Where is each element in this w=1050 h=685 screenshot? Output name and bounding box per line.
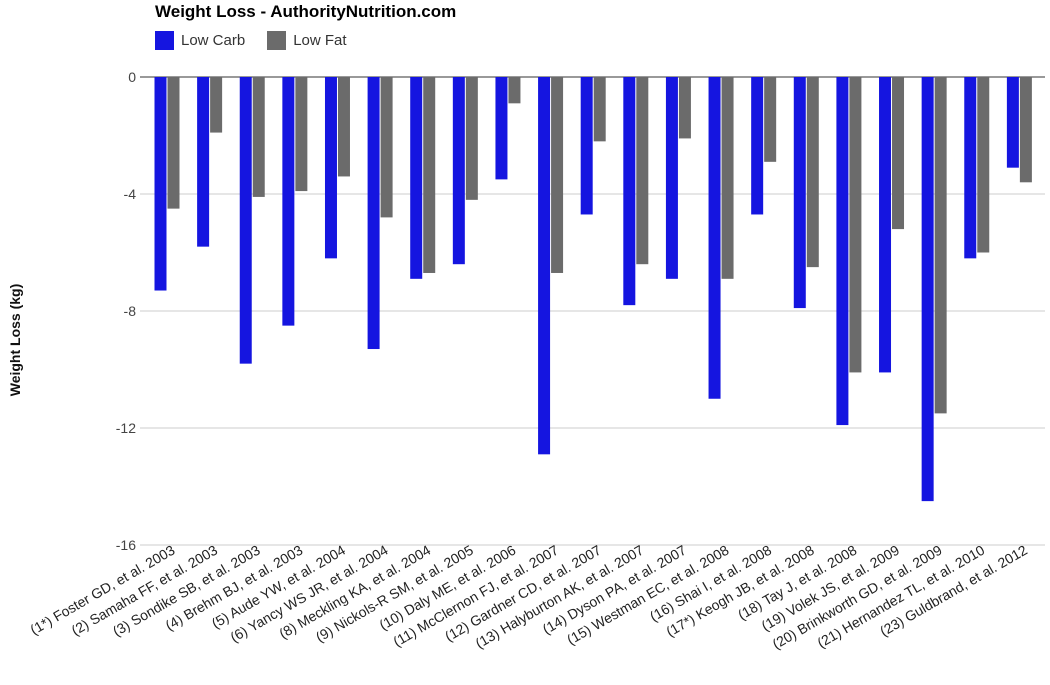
y-tick-label: -12	[116, 420, 136, 436]
bar-low-fat[interactable]	[167, 77, 180, 209]
bar-low-carb[interactable]	[1006, 77, 1019, 168]
bar-low-fat[interactable]	[252, 77, 265, 197]
bar-low-fat[interactable]	[337, 77, 350, 177]
bar-low-carb[interactable]	[324, 77, 337, 259]
bar-low-fat[interactable]	[849, 77, 862, 373]
bar-low-carb[interactable]	[580, 77, 593, 215]
bar-low-carb[interactable]	[964, 77, 977, 259]
y-tick-label: 0	[128, 69, 136, 85]
bar-low-carb[interactable]	[836, 77, 849, 426]
bar-low-fat[interactable]	[721, 77, 734, 279]
bar-low-fat[interactable]	[380, 77, 393, 218]
bar-low-fat[interactable]	[210, 77, 223, 133]
x-axis-labels: (1*) Foster GD, et al. 2003(2) Samaha FF…	[27, 542, 1030, 652]
bar-low-fat[interactable]	[593, 77, 606, 142]
legend: Low Carb Low Fat	[155, 31, 369, 50]
bar-low-fat[interactable]	[423, 77, 436, 273]
bar-low-fat[interactable]	[508, 77, 521, 104]
bar-low-carb[interactable]	[495, 77, 508, 180]
bar-low-carb[interactable]	[367, 77, 380, 350]
bar-low-carb[interactable]	[665, 77, 678, 279]
bar-low-carb[interactable]	[239, 77, 252, 364]
bar-low-carb[interactable]	[708, 77, 721, 399]
y-tick-label: -16	[116, 537, 136, 553]
bar-low-fat[interactable]	[678, 77, 691, 139]
bar-low-fat[interactable]	[892, 77, 905, 230]
bar-low-fat[interactable]	[934, 77, 947, 414]
legend-swatch-low-fat	[267, 31, 287, 50]
bar-low-carb[interactable]	[154, 77, 167, 291]
legend-label-low-fat: Low Fat	[293, 32, 347, 49]
bar-low-fat[interactable]	[295, 77, 308, 192]
legend-item-low-carb[interactable]: Low Carb	[155, 31, 245, 50]
legend-item-low-fat[interactable]: Low Fat	[267, 31, 347, 50]
bars	[154, 77, 1032, 502]
bar-low-carb[interactable]	[452, 77, 465, 265]
bar-low-carb[interactable]	[197, 77, 210, 247]
y-tick-label: -8	[124, 303, 137, 319]
bar-low-carb[interactable]	[623, 77, 636, 306]
chart-title: Weight Loss - AuthorityNutrition.com	[155, 2, 457, 21]
bar-low-fat[interactable]	[1019, 77, 1032, 183]
legend-label-low-carb: Low Carb	[181, 32, 246, 49]
bar-low-fat[interactable]	[806, 77, 819, 268]
bar-low-carb[interactable]	[793, 77, 806, 309]
legend-swatch-low-carb	[155, 31, 174, 50]
bar-low-carb[interactable]	[538, 77, 551, 455]
bar-low-carb[interactable]	[879, 77, 892, 373]
bar-low-fat[interactable]	[977, 77, 990, 253]
y-axis-ticks: 0 -4 -8 -12 -16	[116, 69, 136, 553]
bar-low-carb[interactable]	[410, 77, 423, 279]
bar-low-fat[interactable]	[465, 77, 478, 200]
y-tick-label: -4	[124, 186, 137, 202]
bar-low-fat[interactable]	[764, 77, 777, 162]
bar-low-fat[interactable]	[636, 77, 649, 265]
bar-low-carb[interactable]	[751, 77, 764, 215]
bar-low-fat[interactable]	[551, 77, 564, 273]
bar-low-carb[interactable]	[921, 77, 934, 502]
bar-low-carb[interactable]	[282, 77, 295, 326]
